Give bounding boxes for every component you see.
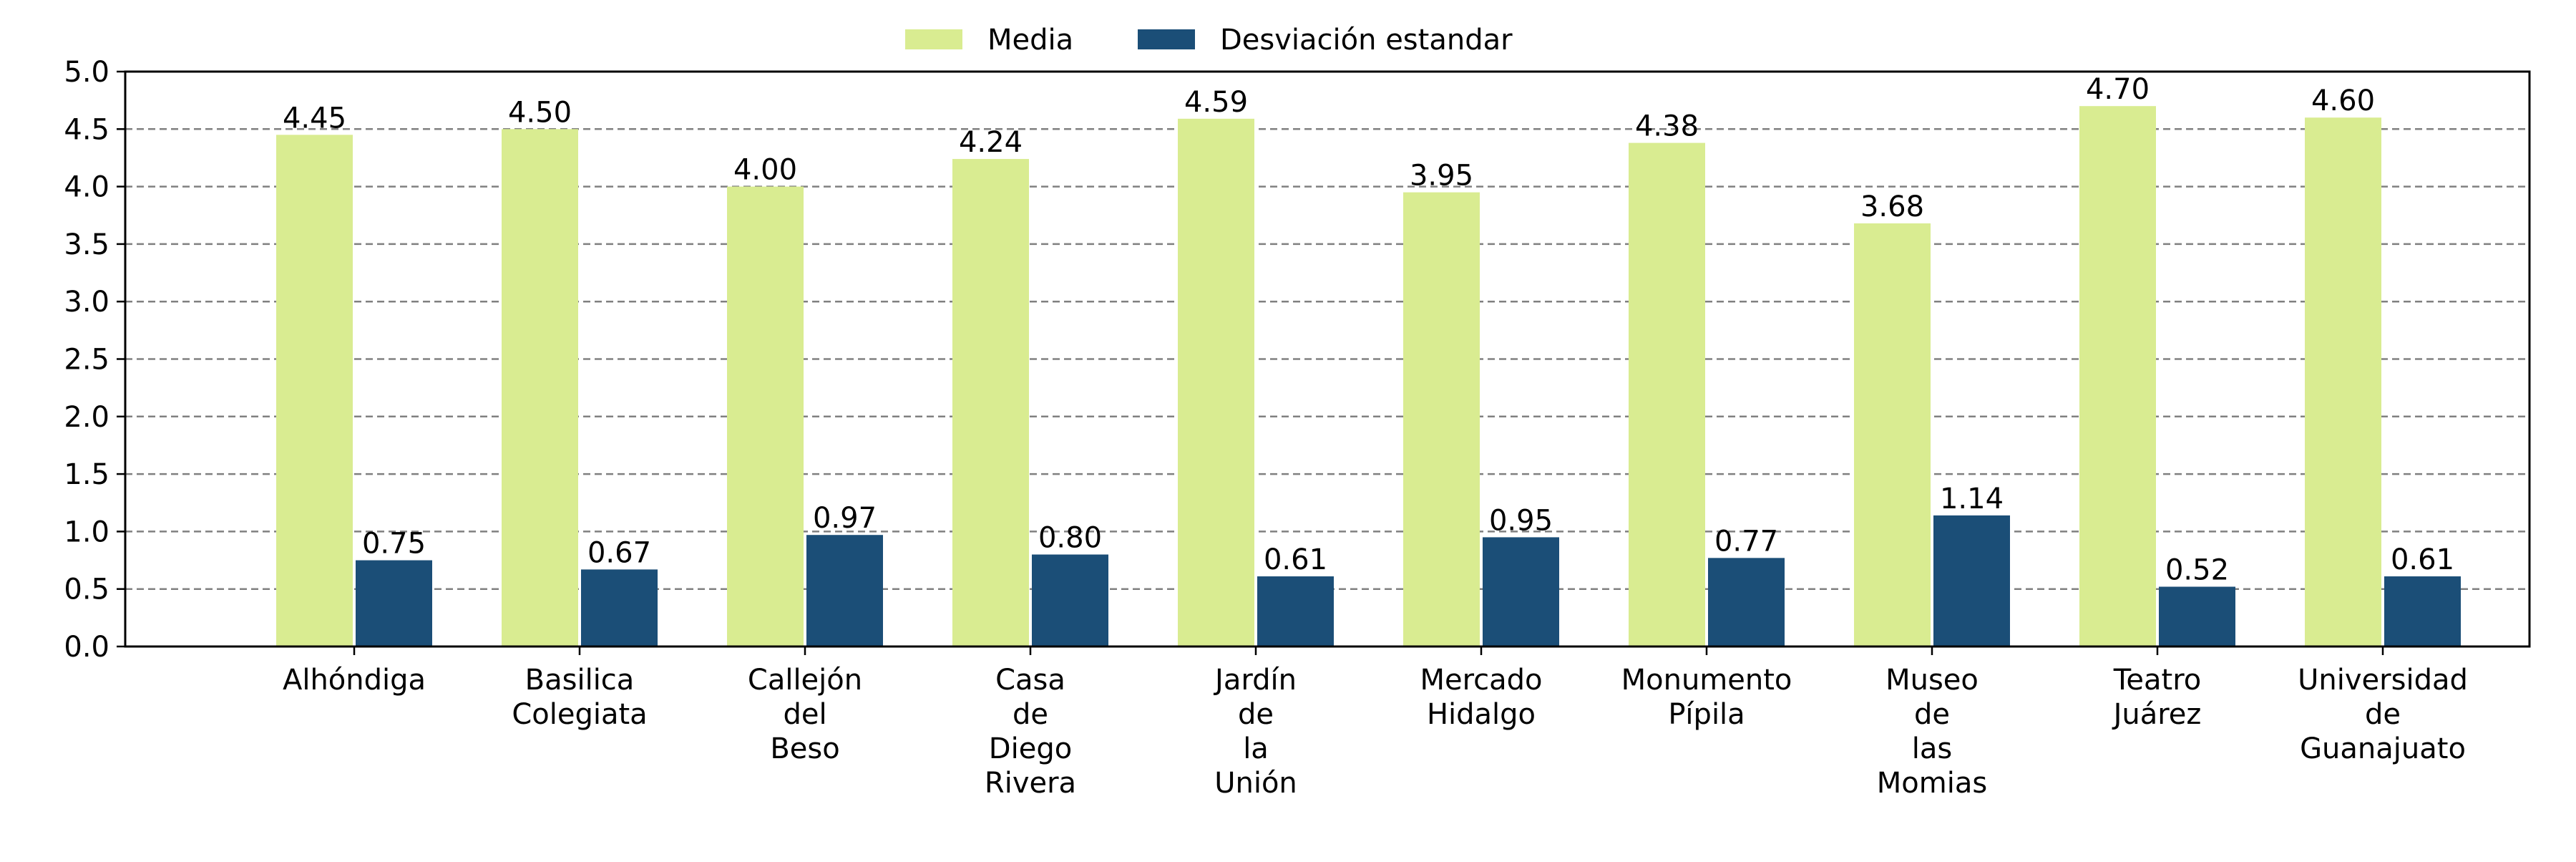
- bar-desviacion: [356, 560, 432, 646]
- bar-media: [952, 159, 1029, 646]
- y-tick-label: 4.0: [64, 171, 109, 204]
- data-labels: 4.45 0.75 4.50 0.67 4.00 0.97 4.24 0.80 4.59 0.61…: [283, 73, 2454, 586]
- bar-media: [1629, 142, 1705, 646]
- bar-media: [1854, 223, 1931, 646]
- bar-desviacion: [2384, 576, 2461, 646]
- x-tick-label: Monumento Pípila: [1621, 664, 1792, 731]
- y-tick-label: 4.5: [64, 113, 109, 146]
- x-tick-label: Mercado Hidalgo: [1420, 664, 1542, 731]
- data-label-desviacion: 0.52: [2165, 553, 2229, 586]
- x-tick-label: Casa de Diego Rivera: [985, 664, 1076, 800]
- data-label-media: 4.24: [959, 126, 1023, 159]
- y-tick-label: 1.0: [64, 515, 109, 548]
- y-tick-label: 5.0: [64, 56, 109, 89]
- x-tick-label: Jardín de la Unión: [1213, 664, 1297, 800]
- data-label-media: 4.45: [283, 102, 346, 135]
- bar-media: [1403, 192, 1480, 646]
- x-tick-label: Alhóndiga: [283, 664, 426, 697]
- data-label-media: 4.38: [1635, 110, 1699, 143]
- bar-desviacion: [806, 535, 883, 646]
- legend-label-media: Media: [987, 24, 1073, 57]
- bar-desviacion: [1257, 576, 1334, 646]
- data-label-desviacion: 0.95: [1489, 504, 1553, 537]
- bar-media: [276, 135, 353, 646]
- bar-desviacion: [1933, 515, 2010, 646]
- bar-desviacion: [2159, 586, 2235, 646]
- x-tick-label: Teatro Juárez: [2112, 664, 2202, 731]
- data-label-desviacion: 0.61: [2391, 543, 2454, 576]
- data-label-media: 3.68: [1860, 190, 1924, 223]
- y-tick-label: 2.5: [64, 344, 109, 377]
- x-tick-label: Universidad de Guanajuato: [2298, 664, 2468, 765]
- bar-media: [727, 186, 804, 647]
- y-tick-label: 1.5: [64, 458, 109, 491]
- legend-swatch-media: [905, 29, 962, 49]
- axes: 0.0 0.5 1.0 1.5 2.0 2.5 3.0 3.5 4.0 4.5 5.0 Alhóndi…: [64, 56, 2531, 800]
- bar-desviacion: [1032, 554, 1108, 646]
- x-tick-label: Basilica Colegiata: [512, 664, 647, 731]
- bar-media: [502, 129, 578, 647]
- bar-media: [1178, 118, 1254, 646]
- data-label-desviacion: 0.75: [362, 528, 426, 561]
- y-tick-label: 0.0: [64, 631, 109, 664]
- data-label-desviacion: 1.14: [1940, 483, 2004, 515]
- gridlines: [125, 128, 2529, 590]
- bar-desviacion: [1483, 537, 1559, 646]
- y-tick-label: 3.5: [64, 228, 109, 261]
- data-label-desviacion: 0.97: [813, 502, 877, 535]
- data-label-desviacion: 0.61: [1264, 543, 1327, 576]
- bar-desviacion: [581, 569, 658, 646]
- y-tick-label: 0.5: [64, 573, 109, 606]
- data-label-media: 4.59: [1184, 86, 1248, 119]
- x-tick-label: Museo de las Momias: [1877, 664, 1987, 800]
- data-label-media: 4.70: [2086, 73, 2150, 106]
- plot-frame: [124, 70, 2531, 648]
- legend-label-desviacion: Desviación estandar: [1220, 24, 1513, 57]
- data-label-desviacion: 0.80: [1038, 522, 1102, 555]
- data-label-media: 3.95: [1410, 160, 1473, 193]
- data-label-desviacion: 0.77: [1714, 525, 1778, 558]
- y-tick-label: 3.0: [64, 286, 109, 319]
- bar-media: [2305, 117, 2381, 647]
- x-tick-label: Callejón del Beso: [748, 664, 862, 765]
- bar-media: [2079, 106, 2156, 646]
- legend: Media Desviación estandar: [905, 24, 1513, 57]
- bar-desviacion: [1708, 558, 1785, 646]
- data-label-media: 4.50: [508, 96, 572, 129]
- data-label-media: 4.00: [733, 154, 797, 187]
- data-label-desviacion: 0.67: [587, 536, 651, 569]
- bars: [276, 106, 2461, 647]
- data-label-media: 4.60: [2311, 84, 2375, 117]
- legend-swatch-desviacion: [1138, 29, 1195, 49]
- y-tick-label: 2.0: [64, 401, 109, 434]
